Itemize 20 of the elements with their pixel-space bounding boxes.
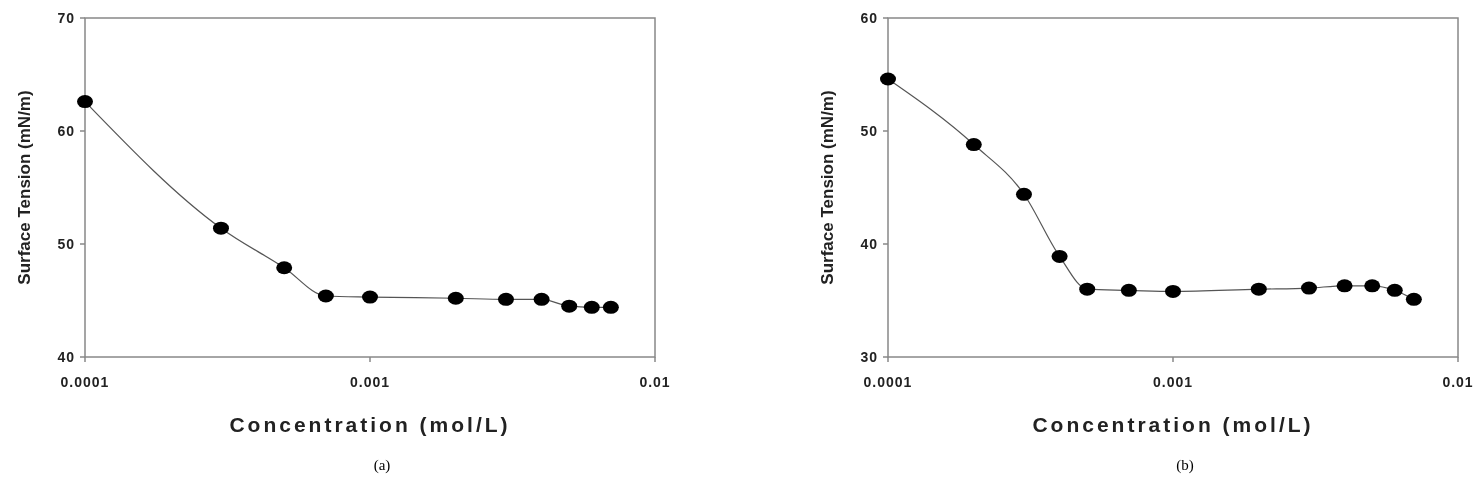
- y-tick-label: 50: [57, 236, 75, 252]
- x-tick-label: 0.01: [639, 374, 671, 390]
- text: (b): [1176, 457, 1194, 474]
- x-tick-label: 0.001: [349, 374, 391, 390]
- x-axis-title: Concentration (mol/L): [1032, 413, 1314, 436]
- y-tick-label: 50: [860, 123, 878, 139]
- x-tick-label: 0.0001: [863, 374, 913, 390]
- text: (a): [373, 457, 391, 474]
- x-tick-label: 0.0001: [60, 374, 110, 390]
- y-tick-label: 60: [860, 10, 878, 26]
- y-axis-title: Surface Tension (mN/m): [15, 90, 34, 285]
- x-tick-label: 0.001: [1152, 374, 1194, 390]
- y-tick-label: 70: [57, 10, 75, 26]
- y-tick-label: 40: [57, 349, 75, 365]
- y-tick-label: 60: [57, 123, 75, 139]
- x-axis-title: Concentration (mol/L): [229, 413, 511, 436]
- y-axis-title: Surface Tension (mN/m): [818, 90, 837, 285]
- y-tick-label: 30: [860, 349, 878, 365]
- y-tick-label: 40: [860, 236, 878, 252]
- x-tick-label: 0.01: [1442, 374, 1474, 390]
